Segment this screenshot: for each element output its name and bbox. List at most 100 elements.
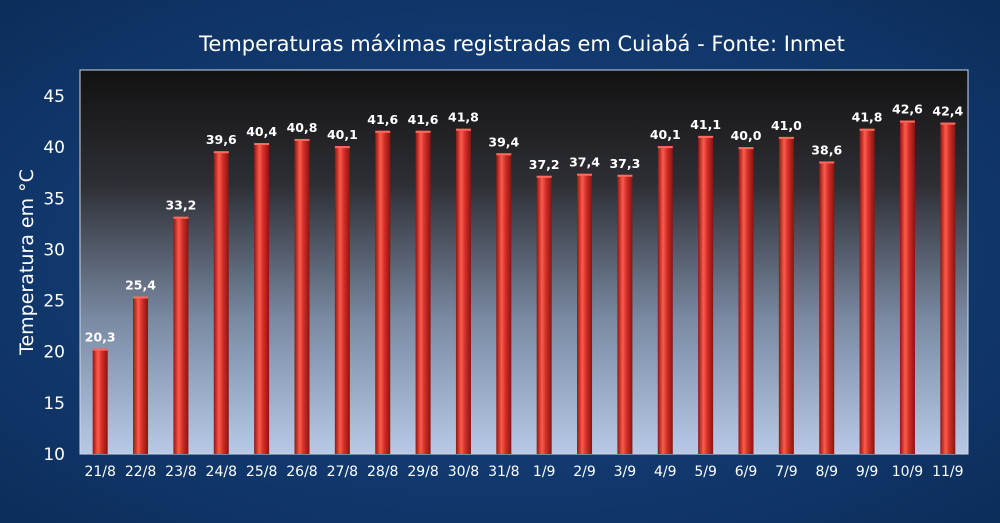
- bar: [254, 143, 270, 454]
- data-label: 40,1: [650, 127, 681, 142]
- bar-top: [294, 138, 310, 141]
- x-tick-label: 31/8: [488, 464, 519, 480]
- x-tick-label: 21/8: [84, 464, 115, 480]
- data-label: 40,0: [731, 128, 762, 143]
- data-label: 42,4: [932, 104, 963, 119]
- data-label: 37,4: [569, 155, 600, 170]
- bar-top: [415, 130, 431, 133]
- y-tick-label: 35: [43, 189, 65, 209]
- bar: [415, 130, 431, 454]
- x-tick-label: 8/9: [815, 464, 838, 480]
- data-label: 41,8: [448, 110, 479, 125]
- bars: [92, 120, 956, 455]
- bar-top: [213, 151, 229, 154]
- bar: [455, 128, 471, 454]
- bar-top: [819, 161, 835, 164]
- bar: [617, 174, 633, 454]
- data-label: 41,6: [367, 112, 398, 127]
- chart-title: Temperaturas máximas registradas em Cuia…: [198, 32, 845, 56]
- data-label: 39,4: [488, 134, 519, 149]
- x-tick-label: 27/8: [327, 464, 358, 480]
- bar-top: [940, 122, 956, 125]
- y-tick-label: 30: [43, 240, 65, 260]
- data-label: 41,0: [771, 118, 802, 133]
- y-axis-ticks: 10 15 20 25 30 35 40 45: [43, 87, 65, 465]
- x-tick-label: 23/8: [165, 464, 196, 480]
- bar: [859, 128, 875, 454]
- bar-top: [698, 135, 714, 138]
- x-tick-label: 6/9: [735, 464, 758, 480]
- bar: [294, 138, 310, 454]
- bar-top: [92, 348, 108, 351]
- x-axis-ticks: 21/8 22/8 23/8 24/8 25/8 26/8 27/8 28/8 29/8 30/8…: [84, 464, 963, 480]
- bar: [657, 146, 673, 454]
- data-label: 41,8: [852, 110, 883, 125]
- data-label: 41,6: [408, 112, 439, 127]
- bar: [899, 120, 915, 454]
- y-tick-label: 45: [43, 87, 65, 107]
- x-tick-label: 28/8: [367, 464, 398, 480]
- bar: [536, 175, 552, 455]
- data-label: 42,6: [892, 102, 923, 117]
- data-label: 41,1: [690, 117, 721, 132]
- x-tick-label: 26/8: [286, 464, 317, 480]
- x-tick-label: 1/9: [533, 464, 556, 480]
- x-tick-label: 3/9: [614, 464, 637, 480]
- y-tick-label: 25: [43, 292, 65, 312]
- x-tick-label: 25/8: [246, 464, 277, 480]
- data-label: 39,6: [206, 132, 237, 147]
- x-tick-label: 5/9: [694, 464, 717, 480]
- bar: [496, 153, 512, 454]
- bar: [213, 151, 229, 454]
- x-tick-label: 7/9: [775, 464, 798, 480]
- bar-top: [334, 146, 350, 149]
- bar-top: [375, 130, 391, 133]
- bar: [375, 130, 391, 454]
- bar-top: [617, 174, 633, 177]
- bar-top: [899, 120, 915, 123]
- y-axis-label: Temperatura em °C: [16, 169, 38, 356]
- data-label: 37,3: [609, 156, 640, 171]
- y-tick-label: 15: [43, 394, 65, 414]
- data-label: 40,8: [287, 120, 318, 135]
- bar-top: [859, 128, 875, 131]
- y-tick-label: 40: [43, 138, 65, 158]
- x-tick-label: 10/9: [892, 464, 923, 480]
- bar-top: [738, 147, 754, 150]
- data-label: 25,4: [125, 277, 156, 292]
- data-label: 33,2: [165, 198, 196, 213]
- x-tick-label: 24/8: [206, 464, 237, 480]
- x-tick-label: 30/8: [448, 464, 479, 480]
- data-label: 37,2: [529, 157, 560, 172]
- x-tick-label: 4/9: [654, 464, 677, 480]
- bar: [334, 146, 350, 454]
- bar: [738, 147, 754, 454]
- x-tick-label: 9/9: [856, 464, 879, 480]
- bar-top: [496, 153, 512, 156]
- bar-top: [455, 128, 471, 131]
- y-tick-label: 20: [43, 343, 65, 363]
- bar-top: [657, 146, 673, 149]
- bar-top: [778, 136, 794, 139]
- data-label: 40,1: [327, 127, 358, 142]
- bar: [92, 348, 108, 454]
- plot-area: [79, 69, 969, 455]
- data-label: 40,4: [246, 124, 277, 139]
- bar-top: [133, 296, 149, 299]
- bar-top: [577, 173, 593, 176]
- y-tick-label: 10: [43, 445, 65, 465]
- data-label: 38,6: [811, 142, 842, 157]
- bar: [173, 216, 189, 454]
- x-tick-label: 29/8: [407, 464, 438, 480]
- bar-top: [254, 143, 270, 146]
- bar: [778, 136, 794, 454]
- bar: [940, 122, 956, 454]
- x-tick-label: 2/9: [573, 464, 596, 480]
- x-tick-label: 22/8: [125, 464, 156, 480]
- bar: [133, 296, 149, 454]
- bar-top: [173, 216, 189, 219]
- bar: [698, 135, 714, 455]
- x-tick-label: 11/9: [932, 464, 963, 480]
- data-label: 20,3: [85, 330, 116, 345]
